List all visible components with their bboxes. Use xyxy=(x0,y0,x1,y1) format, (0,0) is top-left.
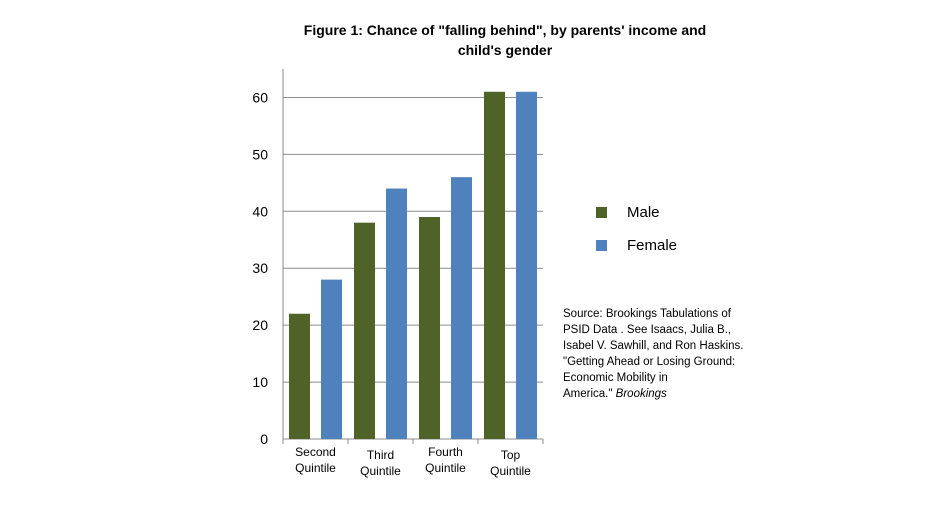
y-tick-label-0: 0 xyxy=(260,431,268,447)
legend-label-female: Female xyxy=(627,237,678,254)
bar-female-3 xyxy=(451,177,472,439)
source-last-line: America." xyxy=(563,388,613,400)
x-tick-label-3: Fourth Quintile xyxy=(425,445,466,475)
x-tick-label-4-line-1: Top xyxy=(501,448,521,462)
legend-swatch-female xyxy=(596,240,607,251)
legend: Male Female xyxy=(596,196,677,262)
source-publication: Brookings xyxy=(615,388,667,400)
y-tick-label-50: 50 xyxy=(252,146,268,162)
x-tick-label-2-line-2: Quintile xyxy=(360,464,401,478)
x-tick-label-2-line-1: Third xyxy=(367,448,394,462)
chart-title: Figure 1: Chance of "falling behind", by… xyxy=(270,20,740,60)
legend-item-male: Male xyxy=(596,196,677,229)
source-line-2: PSID Data . See Isaacs, Julia B., xyxy=(563,324,732,336)
bar-male-1 xyxy=(289,313,310,439)
bar-male-4 xyxy=(484,91,505,440)
y-tick-label-20: 20 xyxy=(252,317,268,333)
source-line-1: Source: Brookings Tabulations of xyxy=(563,308,731,320)
bar-male-2 xyxy=(354,222,375,439)
source-line-4: "Getting Ahead or Losing Ground: xyxy=(563,356,736,368)
y-tick-label-30: 30 xyxy=(252,260,268,276)
source-line-6: America." Brookings xyxy=(563,386,773,402)
x-tick-label-3-line-1: Fourth xyxy=(428,445,463,459)
x-tick-label-2: Third Quintile xyxy=(360,448,401,478)
y-tick-label-10: 10 xyxy=(252,374,268,390)
y-tick-label-40: 40 xyxy=(252,203,268,219)
x-tick-label-1: Second Quintile xyxy=(295,445,336,475)
bar-male-3 xyxy=(419,217,440,439)
chart-title-line-1: Figure 1: Chance of "falling behind", by… xyxy=(303,22,707,38)
source-note: Source: Brookings Tabulations of PSID Da… xyxy=(563,306,773,402)
x-tick-label-1-line-2: Quintile xyxy=(295,461,336,475)
x-tick-label-4-line-2: Quintile xyxy=(490,464,531,478)
source-line-3: Isabel V. Sawhill, and Ron Haskins. xyxy=(563,340,744,352)
y-tick-label-60: 60 xyxy=(252,89,268,105)
x-tick-label-1-line-1: Second xyxy=(295,445,336,459)
chart-title-line-2: child's gender xyxy=(457,42,553,58)
bar-female-2 xyxy=(386,188,407,439)
legend-label-male: Male xyxy=(627,204,660,221)
legend-item-female: Female xyxy=(596,229,677,262)
bar-female-1 xyxy=(321,279,342,439)
legend-swatch-male xyxy=(596,207,607,218)
bar-female-4 xyxy=(516,91,537,440)
x-tick-label-3-line-2: Quintile xyxy=(425,461,466,475)
x-tick-label-4: Top Quintile xyxy=(490,448,531,478)
source-line-5: Economic Mobility in xyxy=(563,372,668,384)
